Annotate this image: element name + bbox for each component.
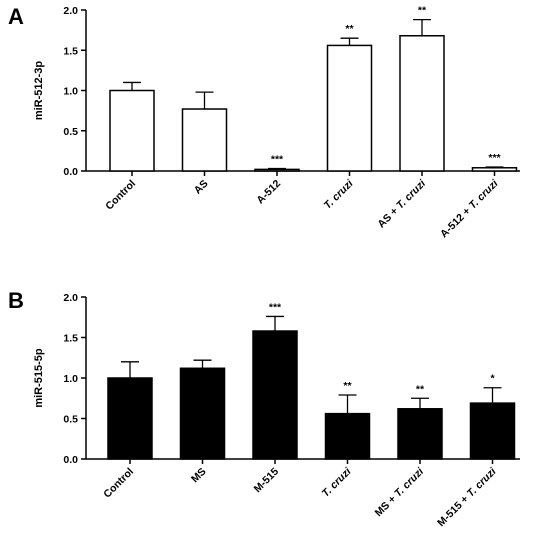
x-tick-label-part: AS xyxy=(192,178,211,197)
significance-label: ** xyxy=(418,5,427,17)
x-tick-label: M-515 + T. cruzi xyxy=(435,465,499,529)
x-tick-label: AS + T. cruzi xyxy=(375,177,428,230)
y-tick-label: 2.0 xyxy=(63,292,78,304)
x-tick-label: Control xyxy=(101,466,136,501)
x-tick-label-part: Control xyxy=(101,466,136,501)
x-tick-label: T. cruzi xyxy=(322,177,357,212)
bar xyxy=(324,412,371,460)
x-tick-label-part: T. cruzi xyxy=(394,177,429,212)
significance-label: ** xyxy=(343,380,352,392)
x-tick-label: M-515 xyxy=(252,466,282,496)
x-tick-label: MS + T. cruzi xyxy=(373,465,427,519)
x-tick-label-part: A-512 xyxy=(254,178,283,207)
bar xyxy=(107,377,153,460)
bar xyxy=(181,108,228,172)
y-tick-label: 1.5 xyxy=(63,333,78,345)
y-tick-label: 1.0 xyxy=(63,86,78,98)
x-tick-label: Control xyxy=(103,178,138,213)
panel-label: B xyxy=(8,288,24,313)
bar xyxy=(399,35,445,172)
bar xyxy=(179,367,226,460)
x-tick-label: MS xyxy=(189,466,209,486)
x-tick-label: A-512 xyxy=(254,178,283,207)
y-tick-label: 1.0 xyxy=(63,373,78,385)
panel-a: A 0.0 0.5 1.0 1.5 2.0 miR-512-3p Control AS *** A-… xyxy=(8,4,520,240)
y-tick-label: 0.5 xyxy=(63,414,78,426)
significance-label: ** xyxy=(416,383,425,395)
bar xyxy=(252,330,298,460)
significance-label: *** xyxy=(271,154,284,166)
x-tick-label-part: A-512 + xyxy=(438,203,475,240)
significance-label: ** xyxy=(345,23,354,35)
x-tick-label-part: Control xyxy=(103,178,138,213)
x-tick-label: AS xyxy=(192,178,211,197)
x-tick-label: A-512 + T. cruzi xyxy=(438,177,501,240)
x-tick-label-part: T. cruzi xyxy=(320,465,355,500)
x-tick-label-part: MS xyxy=(189,466,209,486)
y-axis-title: miR-515-5p xyxy=(33,348,45,408)
significance-label: * xyxy=(490,373,495,385)
significance-label: *** xyxy=(269,301,282,313)
x-tick-label: T. cruzi xyxy=(320,465,355,500)
bar xyxy=(471,167,518,172)
y-tick-label: 2.0 xyxy=(63,5,78,17)
y-tick-label: 1.5 xyxy=(63,45,78,57)
bar xyxy=(254,168,300,172)
bar xyxy=(109,89,155,172)
bar xyxy=(397,408,443,460)
x-tick-label-part: T. cruzi xyxy=(322,177,357,212)
panel-label: A xyxy=(8,4,24,29)
significance-label: *** xyxy=(488,152,501,164)
bar xyxy=(469,402,516,460)
x-tick-label-part: M-515 xyxy=(252,466,282,496)
y-tick-label: 0.0 xyxy=(63,454,78,466)
bar xyxy=(326,44,373,172)
y-tick-label: 0.5 xyxy=(63,126,78,138)
x-tick-label-part: M-515 + xyxy=(435,491,473,529)
x-tick-label-part: T. cruzi xyxy=(392,465,427,500)
x-tick-label-part: T. cruzi xyxy=(467,177,502,212)
y-tick-label: 0.0 xyxy=(63,166,78,178)
y-axis-title: miR-512-3p xyxy=(33,61,45,121)
x-tick-label-part: T. cruzi xyxy=(465,465,500,500)
